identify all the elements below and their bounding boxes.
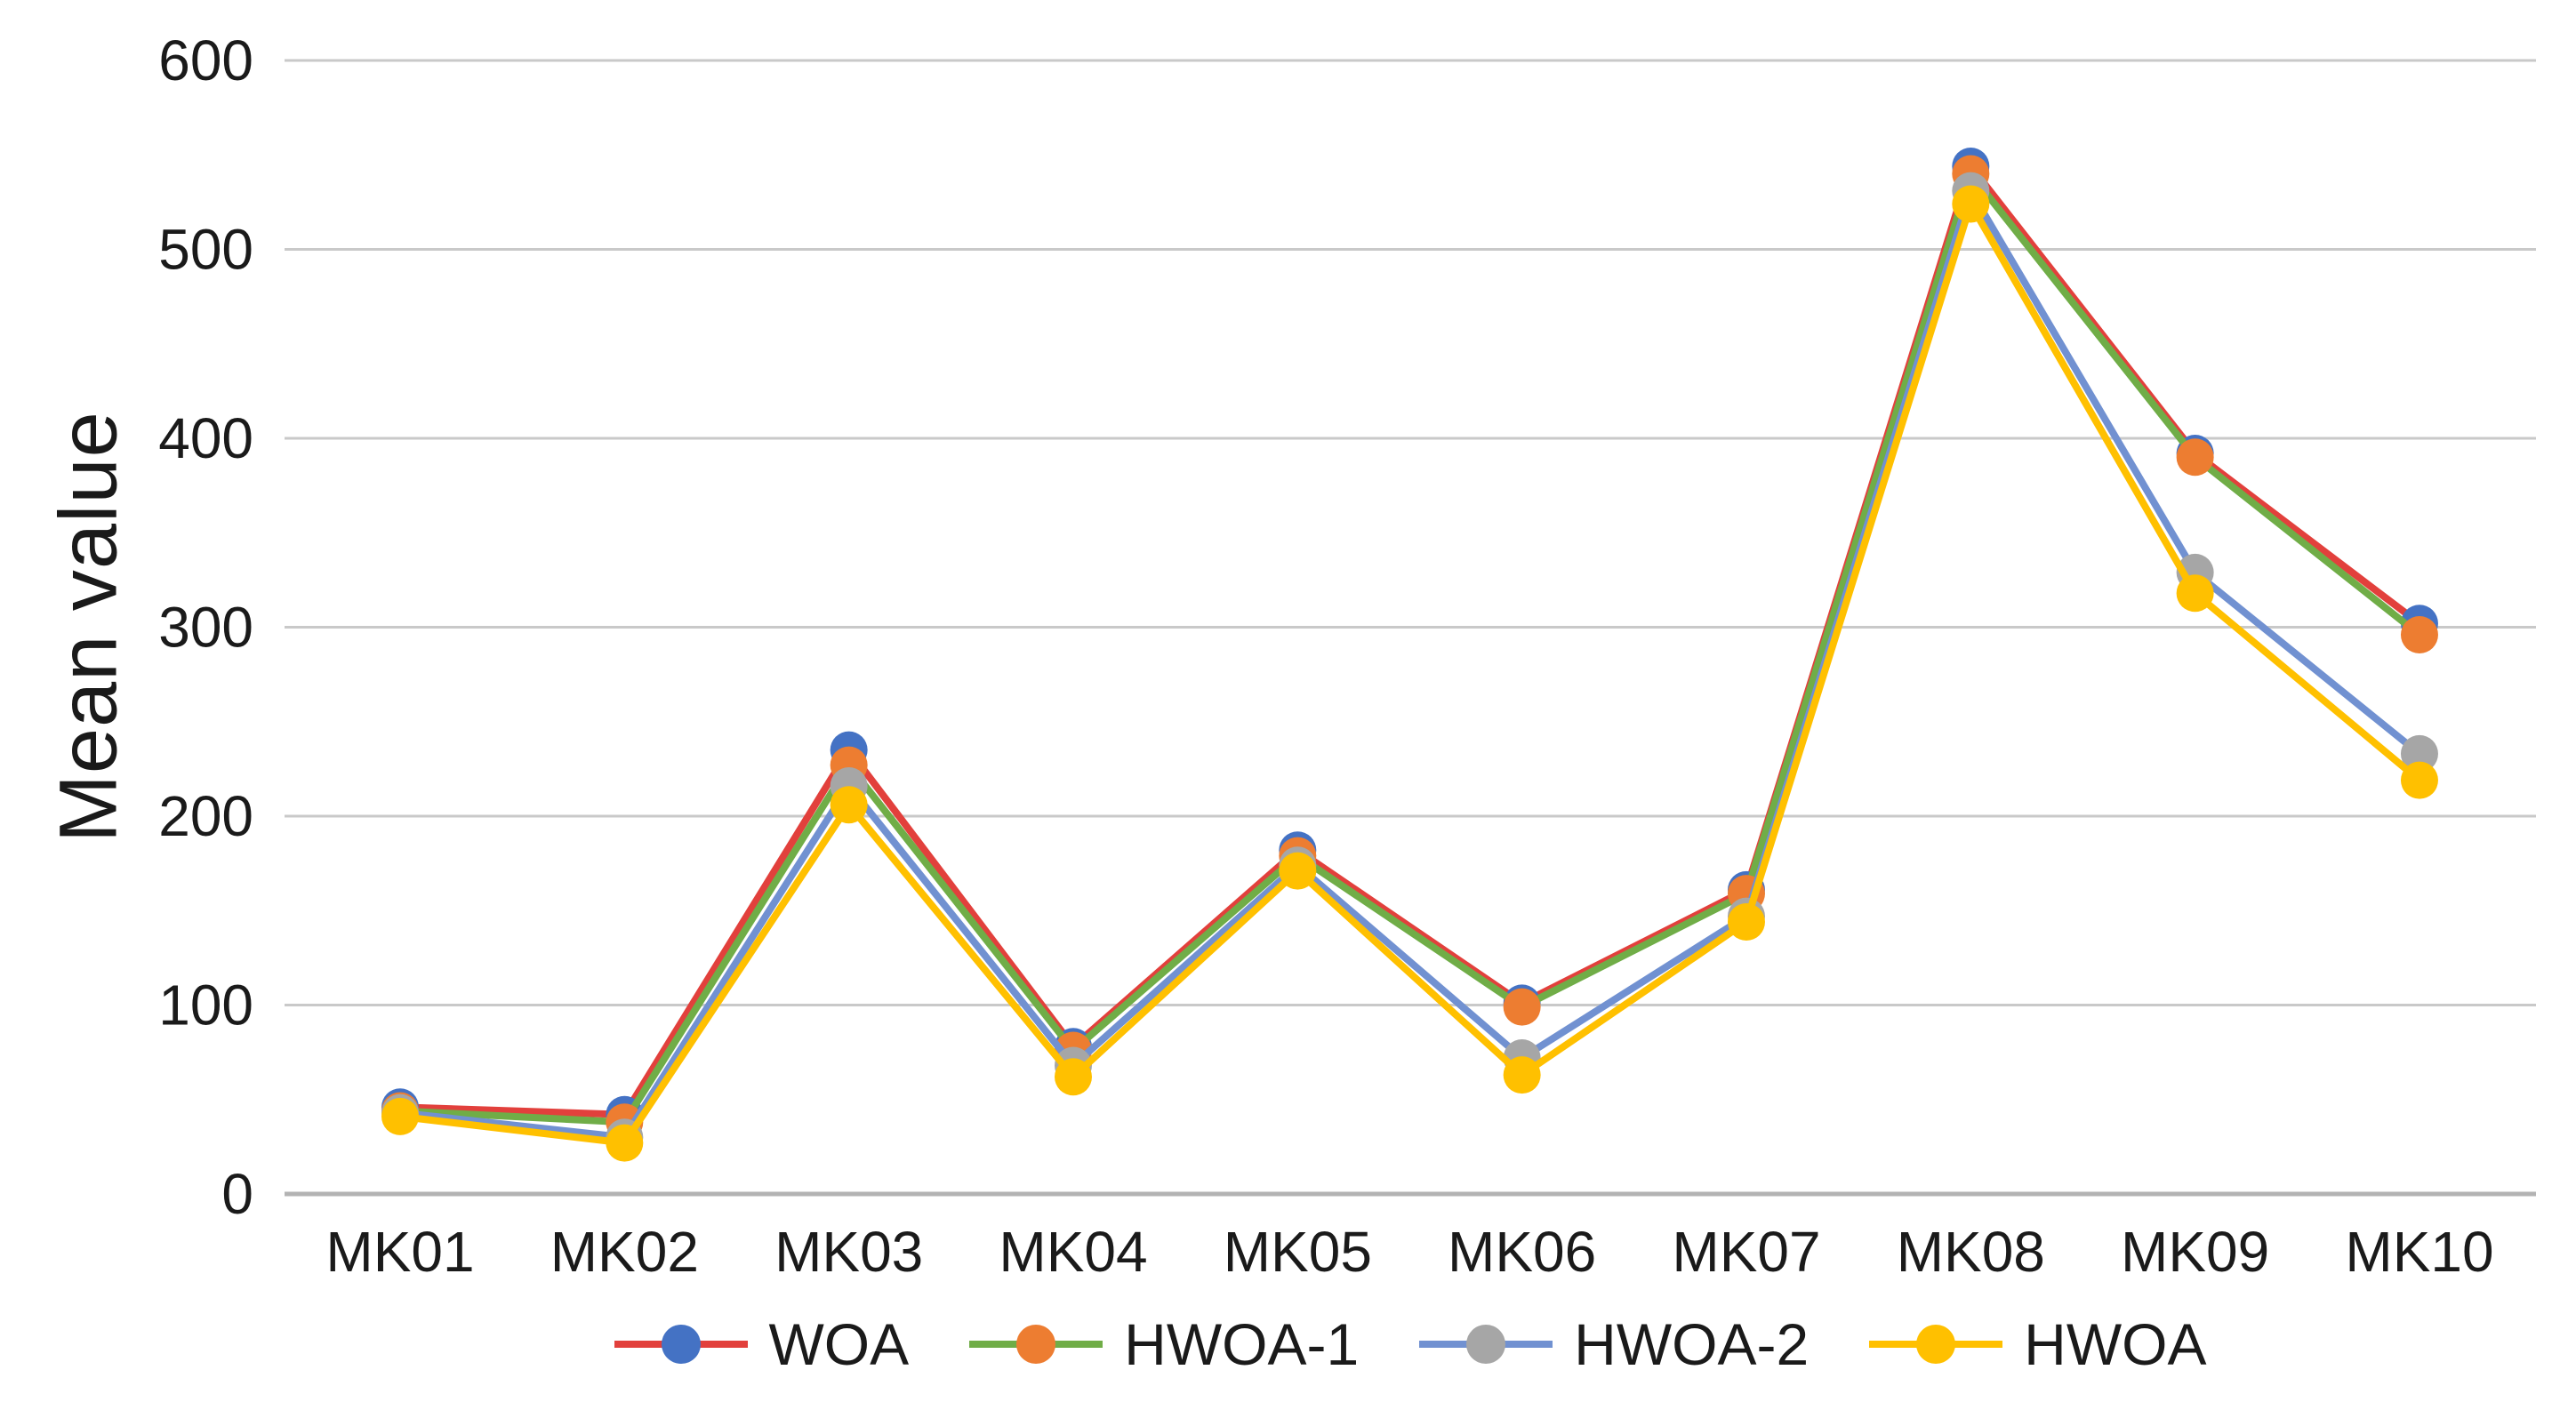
legend-item-hwoa: HWOA [1869, 1310, 2206, 1378]
series-line-hwoa-2 [397, 187, 2423, 1142]
y-axis-tick-label: 100 [158, 973, 253, 1037]
data-point-marker-hwoa [2400, 761, 2438, 799]
y-axis-tick-label: 200 [158, 784, 253, 848]
legend: WOA HWOA-1 HWOA-2 HWOA [285, 1300, 2536, 1389]
legend-marker-dot [661, 1325, 701, 1364]
legend-label: HWOA-1 [1124, 1311, 1360, 1377]
x-axis-category-label: MK01 [325, 1220, 474, 1284]
x-axis-category-label: MK05 [1224, 1220, 1372, 1284]
data-point-marker-hwoa [2176, 574, 2214, 613]
legend-label: HWOA-2 [1574, 1311, 1810, 1377]
x-axis-category-label: MK07 [1672, 1220, 1820, 1284]
x-axis-category-label: MK08 [1897, 1220, 2045, 1284]
data-point-marker-hwoa [381, 1097, 419, 1135]
data-point-marker-hwoa-1 [1503, 988, 1541, 1026]
x-axis-category-label: MK02 [550, 1220, 699, 1284]
legend-swatch-icon [1419, 1324, 1553, 1365]
data-point-marker-hwoa-1 [2176, 438, 2214, 477]
legend-marker-dot [1016, 1325, 1056, 1364]
data-point-marker-hwoa [606, 1124, 644, 1162]
legend-item-woa: WOA [614, 1310, 910, 1378]
legend-label: HWOA [2024, 1311, 2207, 1377]
legend-marker-dot [1916, 1325, 1956, 1364]
y-axis-tick-label: 0 [221, 1162, 253, 1226]
legend-label: WOA [768, 1311, 910, 1377]
x-axis-category-label: MK09 [2121, 1220, 2269, 1284]
legend-swatch-icon [1869, 1324, 2003, 1365]
data-point-marker-hwoa [1727, 903, 1765, 941]
data-point-marker-hwoa [1952, 185, 1990, 223]
legend-item-hwoa-2: HWOA-2 [1419, 1310, 1809, 1378]
legend-swatch-icon [969, 1324, 1103, 1365]
x-axis-category-label: MK10 [2345, 1220, 2493, 1284]
x-axis-category-label: MK04 [999, 1220, 1147, 1284]
data-point-marker-hwoa [1503, 1056, 1541, 1094]
series-line-hwoa-1 [397, 170, 2423, 1126]
x-axis-category-label: MK06 [1448, 1220, 1596, 1284]
y-axis-tick-label: 400 [158, 406, 253, 470]
data-point-marker-hwoa [830, 786, 868, 824]
y-axis-tick-label: 500 [158, 218, 253, 282]
legend-item-hwoa-1: HWOA-1 [969, 1310, 1359, 1378]
y-axis-tick-label: 300 [158, 596, 253, 660]
data-point-marker-hwoa-1 [2400, 616, 2438, 653]
series-line-hwoa [397, 200, 2423, 1147]
legend-marker-dot [1466, 1325, 1506, 1364]
data-point-marker-hwoa [1054, 1058, 1092, 1096]
data-point-marker-hwoa [1279, 852, 1317, 890]
data-point-marker-hwoa-2 [2400, 734, 2438, 773]
x-axis-category-label: MK03 [774, 1220, 923, 1284]
legend-swatch-icon [614, 1324, 748, 1365]
y-axis-tick-label: 600 [158, 28, 253, 92]
